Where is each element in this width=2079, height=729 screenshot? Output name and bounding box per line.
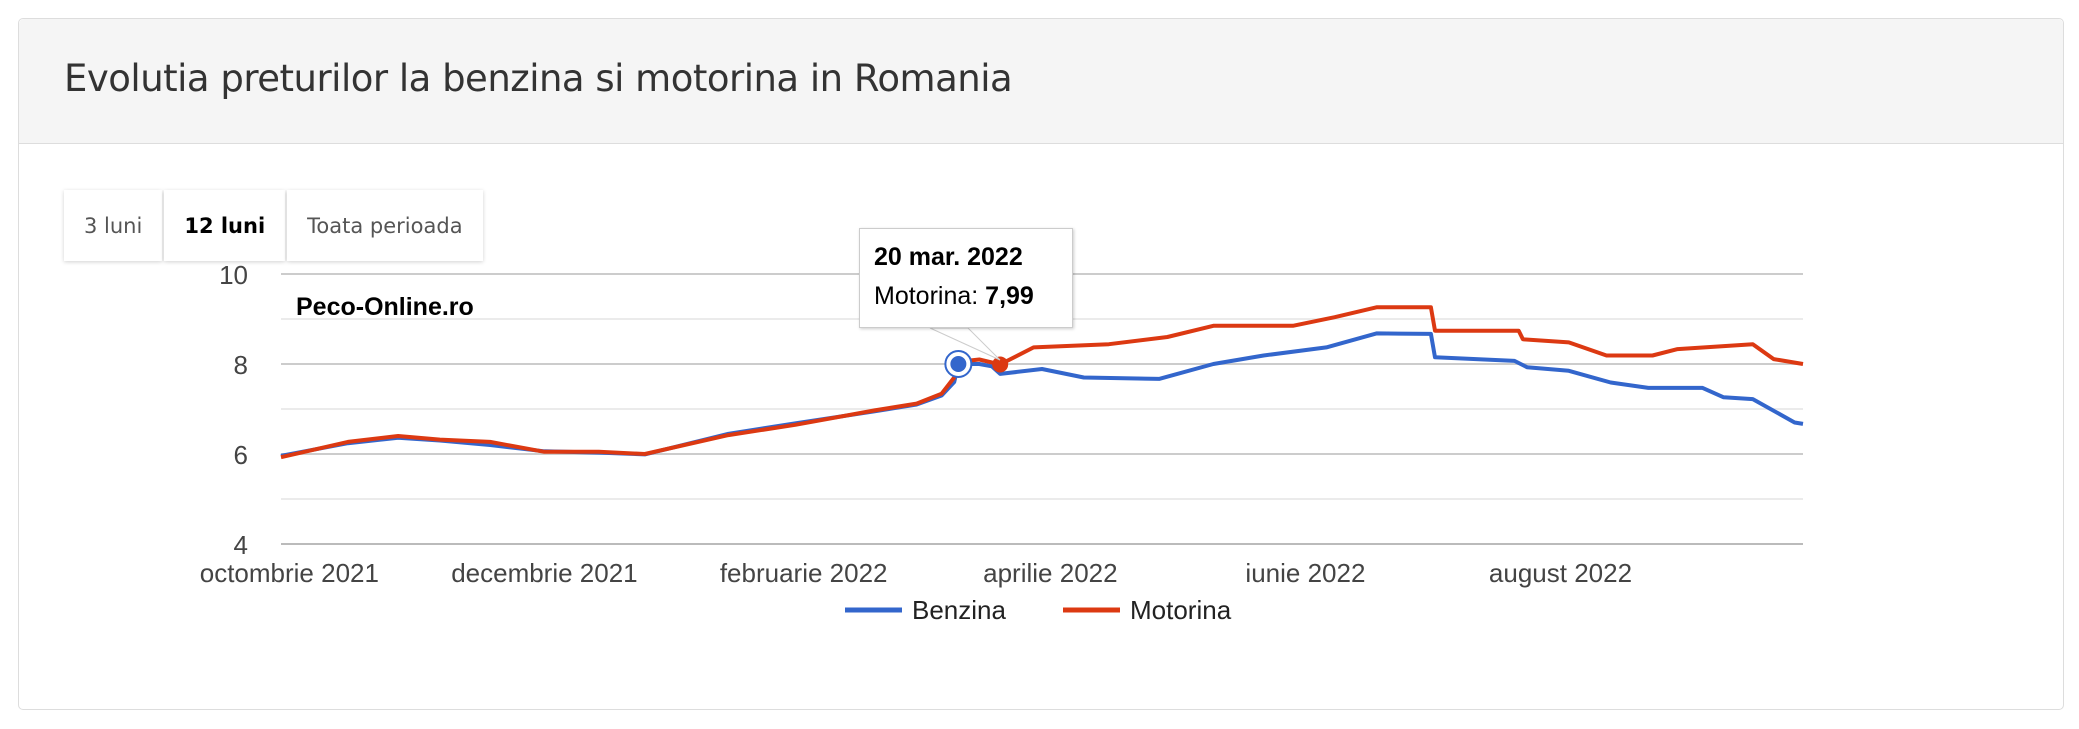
y-tick-label: 6 <box>234 440 248 470</box>
page-title: Evolutia preturilor la benzina si motori… <box>64 57 1013 100</box>
x-tick-label: august 2022 <box>1489 558 1632 588</box>
y-tick-label: 10 <box>219 260 248 290</box>
y-tick-label: 4 <box>234 530 248 560</box>
series-line-benzina <box>280 331 1804 458</box>
highlight-point-motorina <box>992 356 1009 373</box>
tooltip-series-label: Motorina: <box>874 282 979 310</box>
legend-label: Benzina <box>912 595 1006 625</box>
x-tick-label: februarie 2022 <box>720 558 888 588</box>
card-header: Evolutia preturilor la benzina si motori… <box>19 19 2063 144</box>
x-tick-label: aprilie 2022 <box>983 558 1117 588</box>
range-all-time-button[interactable]: Toata perioada <box>287 190 483 261</box>
tooltip: 20 mar. 2022 Motorina: 7,99 <box>859 228 1073 328</box>
tooltip-value-row: Motorina: 7,99 <box>874 282 1072 311</box>
tooltip-value: 7,99 <box>985 282 1034 310</box>
y-tick-label: 8 <box>234 350 248 380</box>
range-3-months-button[interactable]: 3 luni <box>64 190 163 261</box>
range-selector: 3 luni 12 luni Toata perioada <box>64 190 485 261</box>
x-tick-label: decembrie 2021 <box>451 558 637 588</box>
legend-label: Motorina <box>1130 595 1232 625</box>
x-tick-label: octombrie 2021 <box>200 558 379 588</box>
highlight-point-benzina <box>950 356 967 372</box>
watermark-text: Peco-Online.ro <box>296 293 474 321</box>
series-line-motorina <box>280 305 1804 460</box>
range-12-months-button[interactable]: 12 luni <box>164 190 286 261</box>
tooltip-date: 20 mar. 2022 <box>874 243 1023 271</box>
x-tick-label: iunie 2022 <box>1245 558 1365 588</box>
tooltip-pointer <box>929 327 1001 361</box>
